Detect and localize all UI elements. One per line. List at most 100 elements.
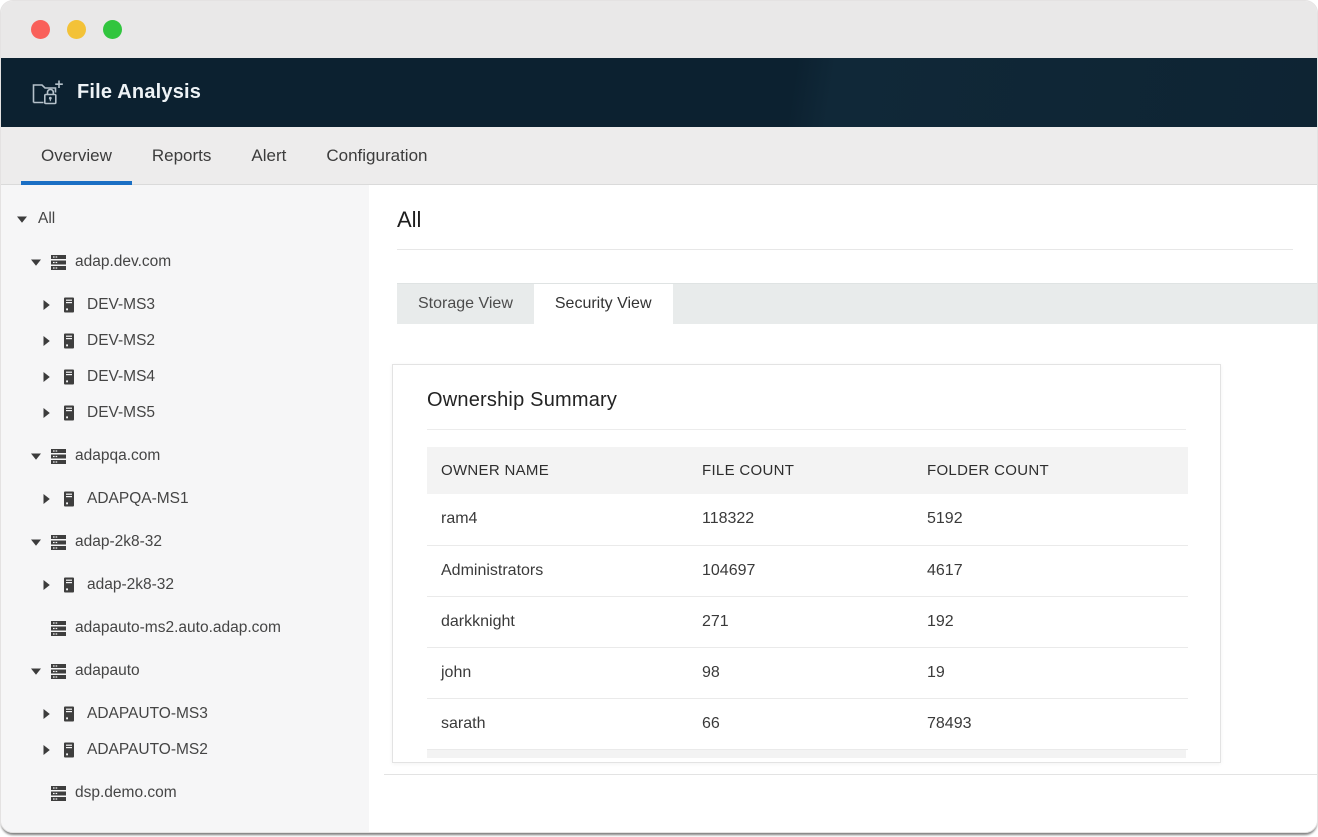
tree-item-dev-ms2[interactable]: DEV-MS2 <box>1 323 369 359</box>
tree-item-all[interactable]: All <box>1 201 369 237</box>
tree-item-dev-ms4[interactable]: DEV-MS4 <box>1 359 369 395</box>
caret-down-icon[interactable] <box>17 216 31 223</box>
server-icon <box>63 742 79 758</box>
tree-item-label: DEV-MS5 <box>87 404 156 421</box>
tree-item-label: ADAPQA-MS1 <box>87 490 189 507</box>
caret-right-icon[interactable] <box>43 372 57 382</box>
folder-count-cell: 78493 <box>913 698 1188 750</box>
tree-item-adapauto-ms2[interactable]: ADAPAUTO-MS2 <box>1 732 369 768</box>
server-icon <box>63 297 79 313</box>
file-count-cell: 271 <box>688 596 913 648</box>
ownership-table: OWNER NAME FILE COUNT FOLDER COUNT ram4 118… <box>427 447 1188 750</box>
tree-item-label: All <box>38 210 56 227</box>
tree-item-label: adapauto <box>75 662 140 679</box>
caret-down-icon[interactable] <box>31 539 45 546</box>
tree-item-label: ADAPAUTO-MS2 <box>87 741 208 758</box>
sidebar-tree: All adap.dev.com DEV-MS3 DEV-MS2 DEV-MS4 DEV-… <box>1 185 369 832</box>
tree-item-adapqa-com[interactable]: adapqa.com <box>1 438 369 474</box>
column-header-owner-name: OWNER NAME <box>427 447 688 494</box>
folder-count-cell: 19 <box>913 647 1188 699</box>
folder-count-cell: 5192 <box>913 494 1188 546</box>
folder-lock-plus-icon <box>31 79 64 107</box>
caret-right-icon[interactable] <box>43 336 57 346</box>
ownership-summary-card: Ownership Summary OWNER NAME FILE COUNT FO… <box>392 364 1221 763</box>
app-header: File Analysis <box>1 58 1317 127</box>
tab-reports[interactable]: Reports <box>151 145 212 165</box>
caret-right-icon[interactable] <box>43 408 57 418</box>
folder-count-cell: 192 <box>913 596 1188 648</box>
tab-configuration[interactable]: Configuration <box>326 145 428 165</box>
nav-tabs: Overview Reports Alert Configuration <box>1 127 1317 185</box>
page-title: All <box>397 207 422 232</box>
tree-item-adapauto-ms2-auto-adap-com[interactable]: adapauto-ms2.auto.adap.com <box>1 610 369 646</box>
maximize-button[interactable] <box>103 20 122 39</box>
tree-item-dev-ms3[interactable]: DEV-MS3 <box>1 287 369 323</box>
file-count-cell: 104697 <box>688 545 913 597</box>
app-title: File Analysis <box>77 81 202 103</box>
caret-right-icon[interactable] <box>43 494 57 504</box>
tree-item-dev-ms5[interactable]: DEV-MS5 <box>1 395 369 431</box>
table-row-darkknight[interactable]: darkknight 271 192 <box>427 596 1188 648</box>
caret-down-icon[interactable] <box>31 259 45 266</box>
table-row-ram4[interactable]: ram4 118322 5192 <box>427 494 1188 546</box>
tree-item-dsp-demo-com[interactable]: dsp.demo.com <box>1 775 369 811</box>
tree-item-label: adapqa.com <box>75 447 161 464</box>
tab-alert[interactable]: Alert <box>251 145 287 165</box>
tab-overview[interactable]: Overview <box>21 127 132 185</box>
owner-name-cell: Administrators <box>427 545 688 597</box>
tree-item-adap-2k8-32[interactable]: adap-2k8-32 <box>1 567 369 603</box>
tree-item-adap-2k8-32[interactable]: adap-2k8-32 <box>1 524 369 560</box>
server-stack-icon <box>51 534 67 550</box>
caret-down-icon[interactable] <box>31 453 45 460</box>
table-next-row-sliver <box>427 749 1186 758</box>
owner-name-cell: john <box>427 647 688 699</box>
caret-right-icon[interactable] <box>43 580 57 590</box>
panel-bottom-border <box>384 774 1317 775</box>
caret-right-icon[interactable] <box>43 745 57 755</box>
tree-item-adap-dev-com[interactable]: adap.dev.com <box>1 244 369 280</box>
tree-item-label: DEV-MS2 <box>87 332 156 349</box>
tree-item-label: dsp.demo.com <box>75 784 177 801</box>
content-area: All Storage View Security View Ownership … <box>369 185 1317 832</box>
column-header-folder-count: FOLDER COUNT <box>913 447 1188 494</box>
file-count-cell: 118322 <box>688 494 913 546</box>
close-button[interactable] <box>31 20 50 39</box>
server-icon <box>63 333 79 349</box>
tree-item-label: adap.dev.com <box>75 253 172 270</box>
tree-item-adapqa-ms1[interactable]: ADAPQA-MS1 <box>1 481 369 517</box>
tree-item-label: adapauto-ms2.auto.adap.com <box>75 619 281 636</box>
tree-item-label: adap-2k8-32 <box>75 533 163 550</box>
tree-item-label: DEV-MS3 <box>87 296 156 313</box>
tree-item-adapauto[interactable]: adapauto <box>1 653 369 689</box>
table-row-sarath[interactable]: sarath 66 78493 <box>427 698 1188 750</box>
table-row-administrators[interactable]: Administrators 104697 4617 <box>427 545 1188 597</box>
minimize-button[interactable] <box>67 20 86 39</box>
table-row-john[interactable]: john 98 19 <box>427 647 1188 699</box>
view-tab-storage-view[interactable]: Storage View <box>418 295 513 312</box>
server-stack-icon <box>51 448 67 464</box>
server-stack-icon <box>51 254 67 270</box>
server-icon <box>63 491 79 507</box>
caret-right-icon[interactable] <box>43 300 57 310</box>
tree-item-adapauto-ms3[interactable]: ADAPAUTO-MS3 <box>1 696 369 732</box>
owner-name-cell: sarath <box>427 698 688 750</box>
owner-name-cell: ram4 <box>427 494 688 546</box>
server-stack-icon <box>51 785 67 801</box>
view-tab-strip: Storage View Security View <box>397 283 1317 324</box>
folder-count-cell: 4617 <box>913 545 1188 597</box>
server-icon <box>63 405 79 421</box>
file-count-cell: 66 <box>688 698 913 750</box>
server-icon <box>63 577 79 593</box>
view-tab-security-view[interactable]: Security View <box>533 284 673 324</box>
server-stack-icon <box>51 620 67 636</box>
tree-item-label: ADAPAUTO-MS3 <box>87 705 208 722</box>
titlebar <box>1 1 1317 58</box>
tree-item-label: adap-2k8-32 <box>87 576 175 593</box>
heading-divider <box>397 249 1293 250</box>
owner-name-cell: darkknight <box>427 596 688 648</box>
card-title: Ownership Summary <box>427 389 618 411</box>
caret-down-icon[interactable] <box>31 668 45 675</box>
server-icon <box>63 706 79 722</box>
caret-right-icon[interactable] <box>43 709 57 719</box>
